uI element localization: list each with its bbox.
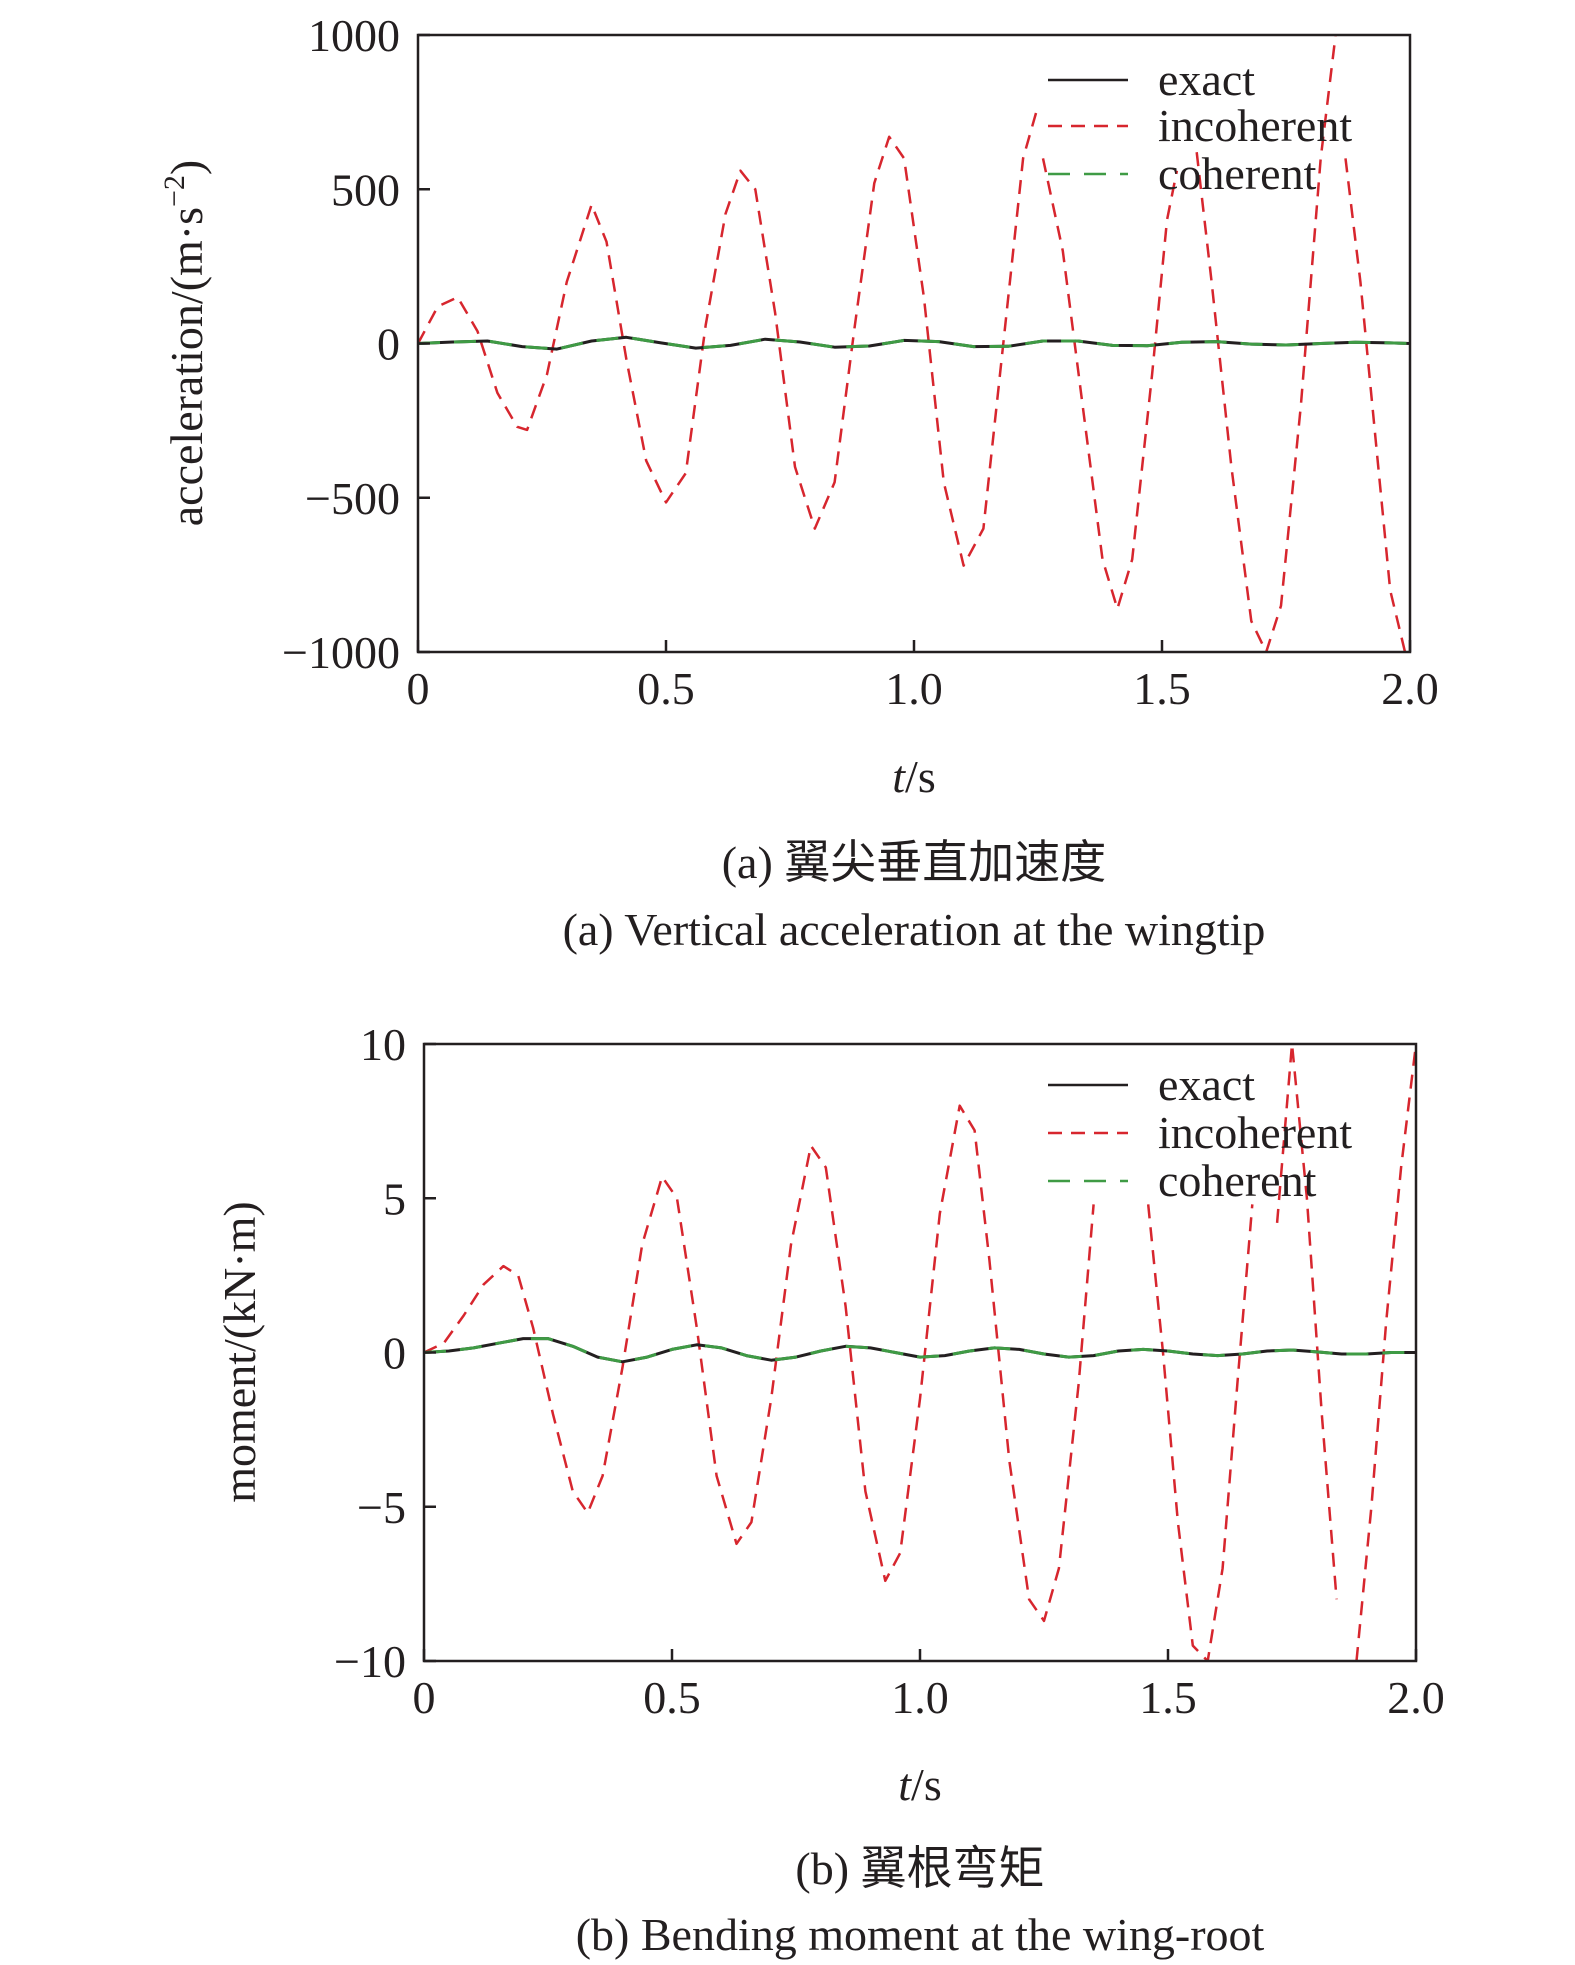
x-tick-label: 1.5 [1139,1672,1197,1723]
legend-label-coherent: coherent [1158,1155,1317,1206]
caption-en: (a) Vertical acceleration at the wingtip [563,904,1266,955]
x-tick-label: 1.0 [885,663,943,714]
legend-label-exact: exact [1158,54,1255,105]
y-tick-label: 5 [383,1173,406,1224]
x-axis-label: t/s [892,751,935,802]
y-tick-label: 0 [383,1328,406,1379]
y-tick-label: 500 [331,164,400,215]
series-line-incoherent-3 [1275,1044,1338,1600]
series-line-incoherent-2 [1041,158,1179,611]
caption-cn: (a) 翼尖垂直加速度 [722,837,1107,888]
x-tick-label: 0 [407,663,430,714]
y-tick-label: −500 [305,473,400,524]
legend-label-exact: exact [1158,1059,1255,1110]
legend-label-incoherent: incoherent [1158,1107,1352,1158]
legend-label-incoherent: incoherent [1158,100,1352,151]
axes-ticks: 0 0.5 1.0 1.5 2.0 1000 500 0 −500 −1000 [282,10,1439,714]
y-tick-label: −1000 [282,627,400,678]
x-tick-label: 0.5 [643,1672,701,1723]
x-axis-label: t/s [898,1759,941,1810]
x-tick-label: 1.5 [1133,663,1191,714]
series-line-incoherent-2 [1146,1204,1254,1661]
legend-label-coherent: coherent [1158,148,1317,199]
y-tick-label: 1000 [308,10,400,61]
y-tick-label: −10 [334,1636,406,1687]
y-axis-label: acceleration/(m·s−2) [158,160,212,527]
series-layer [418,35,1410,652]
series-line-incoherent [424,1104,1095,1623]
series-line-incoherent-4 [1344,158,1407,652]
x-tick-label: 2.0 [1381,663,1439,714]
x-tick-label: 0.5 [637,663,695,714]
series-line-coherent [424,1337,1416,1364]
panel-a: 0 0.5 1.0 1.5 2.0 1000 500 0 −500 −1000 exact inc… [158,10,1439,955]
series-line-coherent [418,335,1410,351]
y-tick-label: 10 [360,1019,406,1070]
x-tick-label: 1.0 [891,1672,949,1723]
series-line-incoherent-4 [1355,1044,1416,1661]
x-tick-label: 0 [413,1672,436,1723]
series-line-incoherent [418,105,1040,567]
y-tick-label: −5 [357,1482,406,1533]
y-tick-label: 0 [377,319,400,370]
legend: exact incoherent coherent [1048,54,1352,199]
legend: exact incoherent coherent [1048,1059,1352,1206]
y-axis-label: moment/(kN·m) [214,1201,265,1503]
axes-ticks: 0 0.5 1.0 1.5 2.0 10 5 0 −5 −10 [334,1019,1445,1723]
series-layer [424,1044,1416,1661]
caption-cn: (b) 翼根弯矩 [795,1843,1044,1894]
panel-b: 0 0.5 1.0 1.5 2.0 10 5 0 −5 −10 exact incoherent … [214,1019,1445,1960]
caption-en: (b) Bending moment at the wing-root [576,1909,1265,1960]
series-line-incoherent-3 [1195,35,1337,652]
x-tick-label: 2.0 [1387,1672,1445,1723]
